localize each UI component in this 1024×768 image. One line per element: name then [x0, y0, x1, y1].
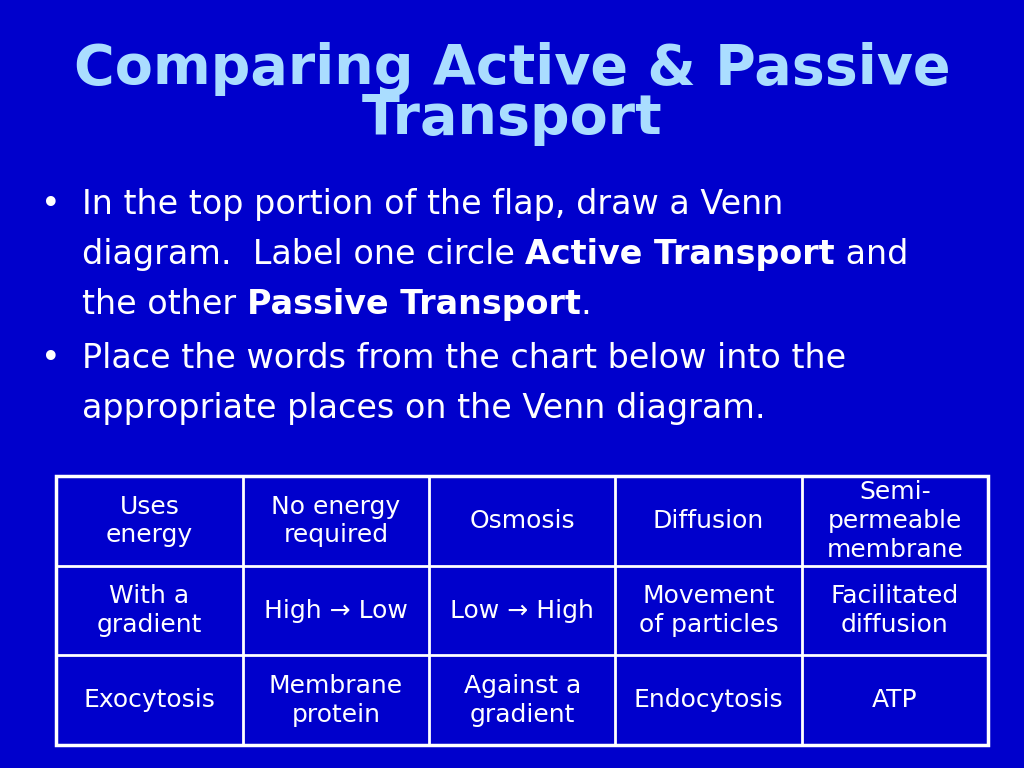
Text: Semi-
permeable
membrane: Semi- permeable membrane	[826, 480, 964, 561]
Text: and: and	[835, 238, 908, 271]
Text: Place the words from the chart below into the: Place the words from the chart below int…	[82, 342, 846, 375]
Text: Endocytosis: Endocytosis	[634, 688, 783, 712]
Text: Diffusion: Diffusion	[653, 509, 764, 533]
Text: Comparing Active & Passive: Comparing Active & Passive	[74, 42, 950, 96]
Text: Low → High: Low → High	[451, 598, 594, 623]
Text: .: .	[581, 288, 591, 321]
Text: Facilitated
diffusion: Facilitated diffusion	[830, 584, 959, 637]
Text: •: •	[41, 188, 60, 221]
Text: •: •	[41, 342, 60, 375]
Text: Passive Transport: Passive Transport	[247, 288, 581, 321]
Text: With a
gradient: With a gradient	[97, 584, 202, 637]
Text: ATP: ATP	[872, 688, 918, 712]
Text: Active Transport: Active Transport	[525, 238, 835, 271]
FancyBboxPatch shape	[56, 476, 988, 745]
Text: In the top portion of the flap, draw a Venn: In the top portion of the flap, draw a V…	[82, 188, 783, 221]
Text: No energy
required: No energy required	[271, 495, 400, 548]
Text: the other: the other	[82, 288, 247, 321]
Text: Transport: Transport	[361, 92, 663, 146]
Text: diagram.  Label one circle: diagram. Label one circle	[82, 238, 525, 271]
Text: appropriate places on the Venn diagram.: appropriate places on the Venn diagram.	[82, 392, 766, 425]
Text: Against a
gradient: Against a gradient	[464, 674, 581, 727]
Text: Membrane
protein: Membrane protein	[269, 674, 402, 727]
Text: Osmosis: Osmosis	[469, 509, 575, 533]
Text: High → Low: High → Low	[264, 598, 408, 623]
Text: Movement
of particles: Movement of particles	[639, 584, 778, 637]
Text: Uses
energy: Uses energy	[105, 495, 194, 548]
Text: Exocytosis: Exocytosis	[84, 688, 215, 712]
